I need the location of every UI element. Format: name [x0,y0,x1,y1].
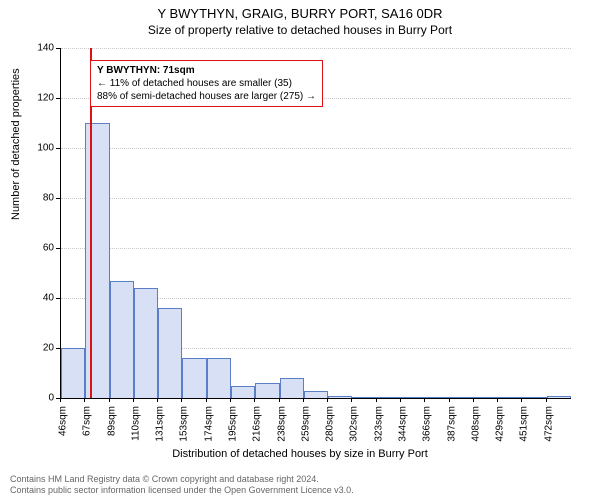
histogram-bar [61,348,85,398]
xtick-mark [279,398,280,402]
xtick-label: 238sqm [276,406,287,442]
histogram-bar [401,397,425,398]
xtick-label: 387sqm [446,406,457,442]
xtick-label: 216sqm [252,406,263,442]
xtick-label: 131sqm [155,406,166,442]
histogram-bar [207,358,231,398]
xtick-mark [133,398,134,402]
xtick-mark [157,398,158,402]
ytick-label: 100 [24,143,54,154]
xtick-label: 451sqm [519,406,530,442]
annotation-line-3: 88% of semi-detached houses are larger (… [97,90,316,103]
xtick-mark [84,398,85,402]
ytick-label: 0 [24,393,54,404]
ytick-mark [56,248,60,249]
ytick-mark [56,148,60,149]
xtick-label: 472sqm [543,406,554,442]
xtick-mark [351,398,352,402]
histogram-bar [522,397,546,398]
footer-line-2: Contains public sector information licen… [10,485,354,496]
xtick-label: 302sqm [349,406,360,442]
ytick-mark [56,198,60,199]
chart-title: Y BWYTHYN, GRAIG, BURRY PORT, SA16 0DR [0,0,600,21]
xtick-mark [109,398,110,402]
xtick-label: 259sqm [300,406,311,442]
xtick-mark [497,398,498,402]
ytick-label: 40 [24,293,54,304]
chart-subtitle: Size of property relative to detached ho… [0,21,600,37]
xtick-label: 429sqm [495,406,506,442]
histogram-bar [110,281,134,399]
xtick-label: 110sqm [130,406,141,441]
chart-area: 46sqm67sqm89sqm110sqm131sqm153sqm174sqm1… [60,48,570,398]
ytick-label: 80 [24,193,54,204]
histogram-bar [304,391,328,399]
histogram-bar [182,358,206,398]
xtick-label: 280sqm [325,406,336,442]
histogram-bar [377,397,401,398]
xtick-mark [327,398,328,402]
histogram-bar [328,396,352,399]
xtick-label: 153sqm [179,406,190,442]
xtick-mark [181,398,182,402]
histogram-bar [231,386,255,399]
xtick-mark [230,398,231,402]
footer-line-1: Contains HM Land Registry data © Crown c… [10,474,354,485]
histogram-bar [450,397,474,398]
xtick-mark [449,398,450,402]
xtick-label: 89sqm [106,406,117,436]
xtick-mark [546,398,547,402]
ytick-mark [56,48,60,49]
xtick-label: 366sqm [422,406,433,442]
xtick-mark [60,398,61,402]
ytick-mark [56,298,60,299]
xtick-label: 323sqm [373,406,384,442]
xtick-mark [254,398,255,402]
xtick-mark [303,398,304,402]
histogram-bar [425,397,449,398]
histogram-bar [547,396,571,399]
xtick-label: 67sqm [82,406,93,436]
xtick-mark [473,398,474,402]
histogram-bar [474,397,498,398]
x-axis-label: Distribution of detached houses by size … [0,448,600,460]
xtick-label: 408sqm [470,406,481,442]
ytick-label: 60 [24,243,54,254]
footer-text: Contains HM Land Registry data © Crown c… [10,474,354,496]
ytick-label: 20 [24,343,54,354]
xtick-mark [376,398,377,402]
ytick-mark [56,98,60,99]
annotation-line-1: Y BWYTHYN: 71sqm [97,64,316,77]
histogram-bar [280,378,304,398]
xtick-label: 174sqm [203,406,214,442]
histogram-bar [158,308,182,398]
xtick-mark [521,398,522,402]
xtick-mark [424,398,425,402]
ytick-mark [56,348,60,349]
annotation-line-2: ← 11% of detached houses are smaller (35… [97,77,316,90]
chart-container: Y BWYTHYN, GRAIG, BURRY PORT, SA16 0DR S… [0,0,600,500]
xtick-label: 195sqm [228,406,239,442]
xtick-label: 46sqm [58,406,69,436]
xtick-label: 344sqm [398,406,409,442]
ytick-label: 140 [24,43,54,54]
histogram-bar [255,383,279,398]
histogram-bar [134,288,158,398]
ytick-label: 120 [24,93,54,104]
annotation-box: Y BWYTHYN: 71sqm ← 11% of detached house… [90,60,323,107]
histogram-bar [352,397,376,398]
xtick-mark [206,398,207,402]
y-axis-label: Number of detached properties [10,68,22,220]
histogram-bar [498,397,522,398]
xtick-mark [400,398,401,402]
